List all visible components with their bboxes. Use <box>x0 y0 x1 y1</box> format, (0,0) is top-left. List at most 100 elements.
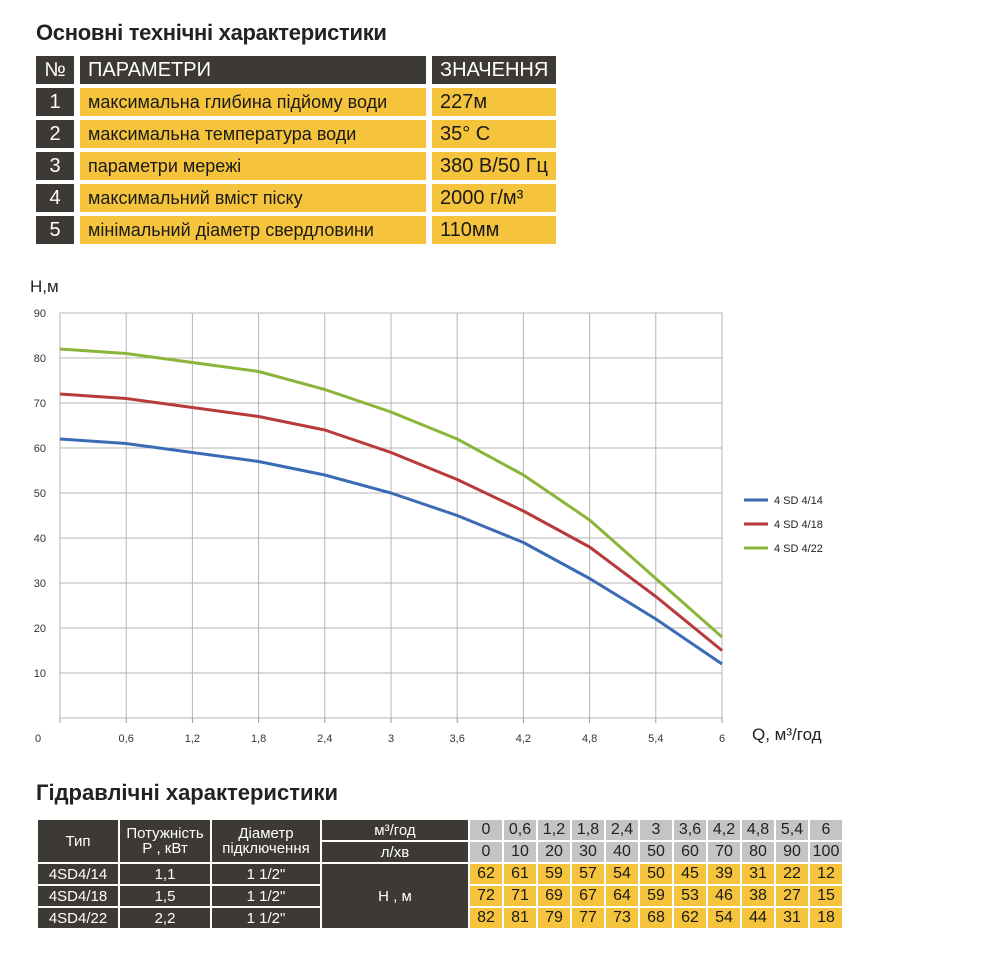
x-tick-label: 3,6 <box>450 733 465 745</box>
spec-row-num: 2 <box>36 120 74 148</box>
hyd-q-lmin-cell: 100 <box>810 842 842 862</box>
spec-row-param: максимальний вміст піску <box>80 184 426 212</box>
spec-row-num: 3 <box>36 152 74 180</box>
y-tick-label: 20 <box>34 623 46 635</box>
x-tick-label: 6 <box>719 733 725 745</box>
hyd-head-cell: 54 <box>606 864 638 884</box>
x-tick-label: 0,6 <box>119 733 134 745</box>
hyd-q-m3h-cell: 4,8 <box>742 820 774 840</box>
hyd-type: 4SD4/14 <box>38 864 118 884</box>
hyd-head-cell: 59 <box>538 864 570 884</box>
series-line <box>59 437 723 666</box>
hyd-head-cell: 81 <box>504 908 536 928</box>
hyd-q-lmin-cell: 70 <box>708 842 740 862</box>
chart-grid <box>59 312 723 719</box>
hyd-q-m3h-cell: 5,4 <box>776 820 808 840</box>
legend-label: 4 SD 4/14 <box>774 495 823 507</box>
x-tick-label: 4,2 <box>516 733 531 745</box>
spec-header-param: ПАРАМЕТРИ <box>80 56 426 84</box>
hyd-power: 1,5 <box>120 886 210 906</box>
hyd-diameter: 1 1/2" <box>212 908 320 928</box>
hyd-head-cell: 77 <box>572 908 604 928</box>
hyd-data-row: 4SD4/14 1,1 1 1/2" Н , м 62 61 59 57 54 50 45 3… <box>38 864 842 928</box>
legend-label: 4 SD 4/22 <box>774 543 823 555</box>
hyd-power: 1,1 <box>120 864 210 884</box>
hyd-head-cell: 18 <box>810 908 842 928</box>
hyd-q-m3h-cell: 2,4 <box>606 820 638 840</box>
spec-row-param: параметри мережі <box>80 152 426 180</box>
hyd-head-cell: 39 <box>708 864 740 884</box>
hyd-header-unit-h: Н , м <box>322 864 468 928</box>
y-tick-label: 70 <box>34 398 46 410</box>
x-tick-label: 1,2 <box>185 733 200 745</box>
hyd-head-cell: 22 <box>776 864 808 884</box>
hyd-q-lmin-cell: 0 <box>470 842 502 862</box>
hydraulic-table: Тип Потужність Р , кВт Діаметр підключен… <box>36 818 844 930</box>
hyd-head-cell: 68 <box>640 908 672 928</box>
hyd-data-row: 4SD4/18 1,5 1 1/2" 72 71 69 67 64 59 53 46 38 27 1… <box>38 886 842 906</box>
hyd-head-cell: 44 <box>742 908 774 928</box>
hyd-q-lmin-cell: 80 <box>742 842 774 862</box>
spec-row-value: 35° С <box>432 120 556 148</box>
spec-title: Основні технічні характеристики <box>36 20 387 45</box>
hyd-head-cell: 61 <box>504 864 536 884</box>
hyd-head-cell: 27 <box>776 886 808 906</box>
hyd-diameter: 1 1/2" <box>212 886 320 906</box>
hyd-q-m3h-cell: 3,6 <box>674 820 706 840</box>
x-tick-label: 4,8 <box>582 733 597 745</box>
hyd-q-m3h-cell: 1,2 <box>538 820 570 840</box>
hyd-header-unit-l: л/хв <box>322 842 468 862</box>
spec-row-value: 380 В/50 Гц <box>432 152 556 180</box>
hyd-head-cell: 31 <box>742 864 774 884</box>
hyd-header-row-q: Тип Потужність Р , кВт Діаметр підключен… <box>38 820 842 862</box>
hyd-head-cell: 82 <box>470 908 502 928</box>
spec-header-value: ЗНАЧЕННЯ <box>432 56 556 84</box>
y-tick-label: 40 <box>34 533 46 545</box>
hyd-head-cell: 73 <box>606 908 638 928</box>
hyd-head-cell: 62 <box>674 908 706 928</box>
hyd-head-cell: 57 <box>572 864 604 884</box>
spec-row-param: максимальна глибина підйому води <box>80 88 426 116</box>
hyd-q-lmin-cell: 10 <box>504 842 536 862</box>
hyd-head-cell: 54 <box>708 908 740 928</box>
spec-header-num: № <box>36 56 74 84</box>
y-tick-label: 90 <box>34 308 46 320</box>
hyd-head-cell: 67 <box>572 886 604 906</box>
hyd-head-cell: 50 <box>640 864 672 884</box>
y-tick-label: 50 <box>34 488 46 500</box>
x-axis-label: Q, м³/год <box>752 725 822 744</box>
spec-row-num: 5 <box>36 216 74 244</box>
hyd-head-cell: 31 <box>776 908 808 928</box>
y-axis-label: H,м <box>30 277 59 296</box>
spec-row-value: 2000 г/м³ <box>432 184 556 212</box>
hyd-data-row: 4SD4/22 2,2 1 1/2" 82 81 79 77 73 68 62 54 44 31 1… <box>38 908 842 928</box>
spec-row-num: 4 <box>36 184 74 212</box>
hyd-head-cell: 79 <box>538 908 570 928</box>
hyd-header-type: Тип <box>38 820 118 862</box>
hyd-q-m3h-cell: 4,2 <box>708 820 740 840</box>
spec-row-num: 1 <box>36 88 74 116</box>
hyd-type: 4SD4/18 <box>38 886 118 906</box>
hyd-header-unit-q: м³/год <box>322 820 468 840</box>
hyd-q-m3h-cell: 6 <box>810 820 842 840</box>
hyd-head-cell: 59 <box>640 886 672 906</box>
legend-label: 4 SD 4/18 <box>774 519 823 531</box>
hyd-head-cell: 53 <box>674 886 706 906</box>
hyd-q-lmin-cell: 50 <box>640 842 672 862</box>
hyd-head-cell: 72 <box>470 886 502 906</box>
hyd-q-lmin-cell: 90 <box>776 842 808 862</box>
hyd-head-cell: 62 <box>470 864 502 884</box>
x-tick-label: 0 <box>35 733 41 745</box>
y-tick-label: 10 <box>34 668 46 680</box>
hyd-head-cell: 46 <box>708 886 740 906</box>
hyd-q-m3h-cell: 0,6 <box>504 820 536 840</box>
x-tick-label: 1,8 <box>251 733 266 745</box>
pump-curve-chart: 10 20 30 40 50 60 70 80 90 0 0,6 1,2 1,8 2,4 3 3,6 4,2 4,… <box>30 277 823 745</box>
series-line <box>59 392 723 652</box>
spec-row-value: 110мм <box>432 216 556 244</box>
spec-row-param: максимальна температура води <box>80 120 426 148</box>
x-tick-label: 5,4 <box>648 733 663 745</box>
hyd-head-cell: 15 <box>810 886 842 906</box>
spec-row-value: 227м <box>432 88 556 116</box>
x-tick-label: 3 <box>388 733 394 745</box>
